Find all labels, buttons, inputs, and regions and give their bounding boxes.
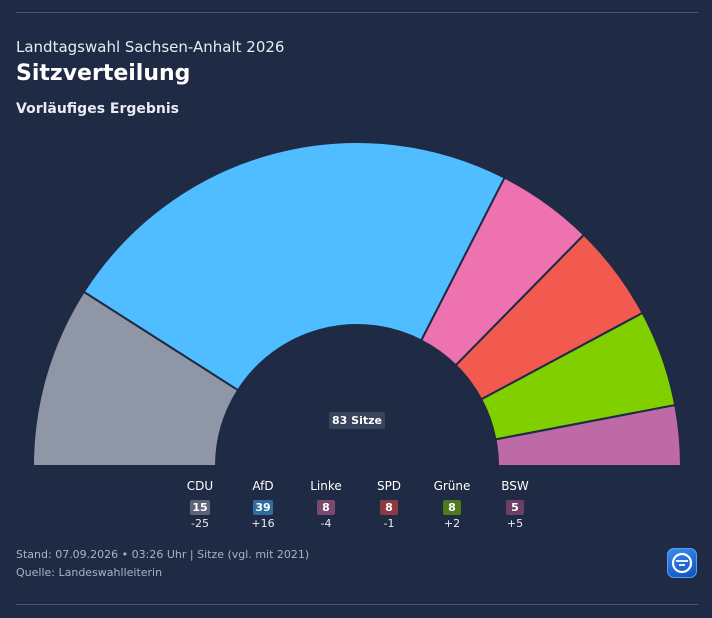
legend-seat-count: 8 xyxy=(317,500,335,515)
chart-subtitle: Vorläufiges Ergebnis xyxy=(16,101,180,117)
legend-item-afd: AfD 39 +16 xyxy=(233,479,293,531)
chart-supertitle: Landtagswahl Sachsen-Anhalt 2026 xyxy=(16,38,285,56)
legend-party-name: Grüne xyxy=(433,479,471,493)
legend-party-name: SPD xyxy=(376,479,402,493)
legend-seat-count: 8 xyxy=(380,500,398,515)
legend-seat-change: +2 xyxy=(443,517,461,530)
legend-party-name: AfD xyxy=(252,479,274,493)
legend-seat-count: 8 xyxy=(443,500,461,515)
legend-seat-change: +16 xyxy=(251,517,275,530)
legend-party-name: Linke xyxy=(310,479,342,493)
bottom-divider xyxy=(16,604,698,605)
legend-item-spd: SPD 8 -1 xyxy=(359,479,419,531)
legend-seat-change: -1 xyxy=(383,517,395,530)
legend-seat-change: +5 xyxy=(506,517,524,530)
legend-item-grüne: Grüne 8 +2 xyxy=(422,479,482,531)
footer-source: Quelle: Landeswahlleiterin xyxy=(16,566,163,579)
legend-item-bsw: BSW 5 +5 xyxy=(485,479,545,531)
footer-timestamp: Stand: 07.09.2026 • 03:26 Uhr | Sitze (v… xyxy=(16,548,310,561)
ard-logo-icon[interactable] xyxy=(667,548,697,578)
seat-slice-afd xyxy=(82,141,506,392)
top-divider xyxy=(16,12,698,13)
legend-party-name: CDU xyxy=(186,479,214,493)
legend-seat-change: -25 xyxy=(191,517,209,530)
legend-seat-count: 15 xyxy=(190,500,210,515)
total-seats-label: 83 Sitze xyxy=(329,412,385,429)
seat-slice-bsw xyxy=(494,403,683,467)
chart-title: Sitzverteilung xyxy=(16,61,191,86)
legend-item-cdu: CDU 15 -25 xyxy=(170,479,230,531)
party-legend: CDU 15 -25 AfD 39 +16 Linke 8 -4 SPD 8 -1 Grüne 8 +2 BS… xyxy=(0,479,712,539)
legend-item-linke: Linke 8 -4 xyxy=(296,479,356,531)
legend-seat-change: -4 xyxy=(320,517,332,530)
legend-party-name: BSW xyxy=(501,479,529,493)
legend-seat-count: 39 xyxy=(253,500,273,515)
legend-seat-count: 5 xyxy=(506,500,524,515)
